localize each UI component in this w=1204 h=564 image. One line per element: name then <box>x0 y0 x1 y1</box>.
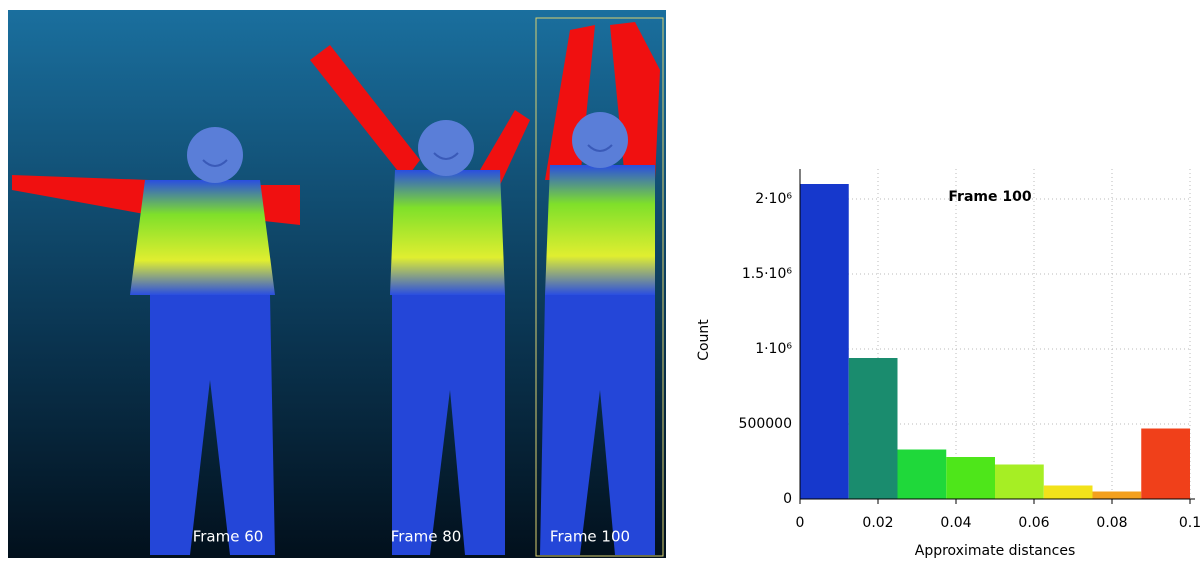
bar <box>1044 486 1093 500</box>
x-tick-label: 0.08 <box>1096 515 1127 531</box>
panel-label: Frame 80 <box>391 528 462 546</box>
x-tick-label: 0.1 <box>1179 515 1201 531</box>
bar <box>1141 429 1190 500</box>
x-tick-label: 0.04 <box>940 515 971 531</box>
chart-title: Frame 100 <box>948 189 1031 205</box>
x-tick-label: 0 <box>796 515 805 531</box>
bar <box>898 450 947 500</box>
y-tick-label: 1·10⁶ <box>755 341 792 357</box>
bar <box>946 457 995 499</box>
panel-label: Frame 60 <box>193 528 264 546</box>
y-axis-label: Count <box>696 319 712 361</box>
bar <box>849 358 898 499</box>
y-tick-label: 0 <box>783 491 792 507</box>
y-tick-label: 1.5·10⁶ <box>742 266 793 282</box>
figure: Frame 60 Frame 80 Frame 100 Approximate … <box>0 0 1204 564</box>
x-tick-label: 0.02 <box>862 515 893 531</box>
x-axis-label: Approximate distances <box>915 543 1076 559</box>
image-panels: Frame 60 Frame 80 Frame 100 <box>8 10 666 558</box>
panel-label: Frame 100 <box>550 528 630 546</box>
y-tick-label: 500000 <box>739 416 792 432</box>
bar <box>800 184 849 499</box>
bar <box>1093 492 1142 500</box>
x-tick-label: 0.06 <box>1018 515 1049 531</box>
bar <box>995 465 1044 500</box>
y-tick-label: 2·10⁶ <box>755 191 792 207</box>
